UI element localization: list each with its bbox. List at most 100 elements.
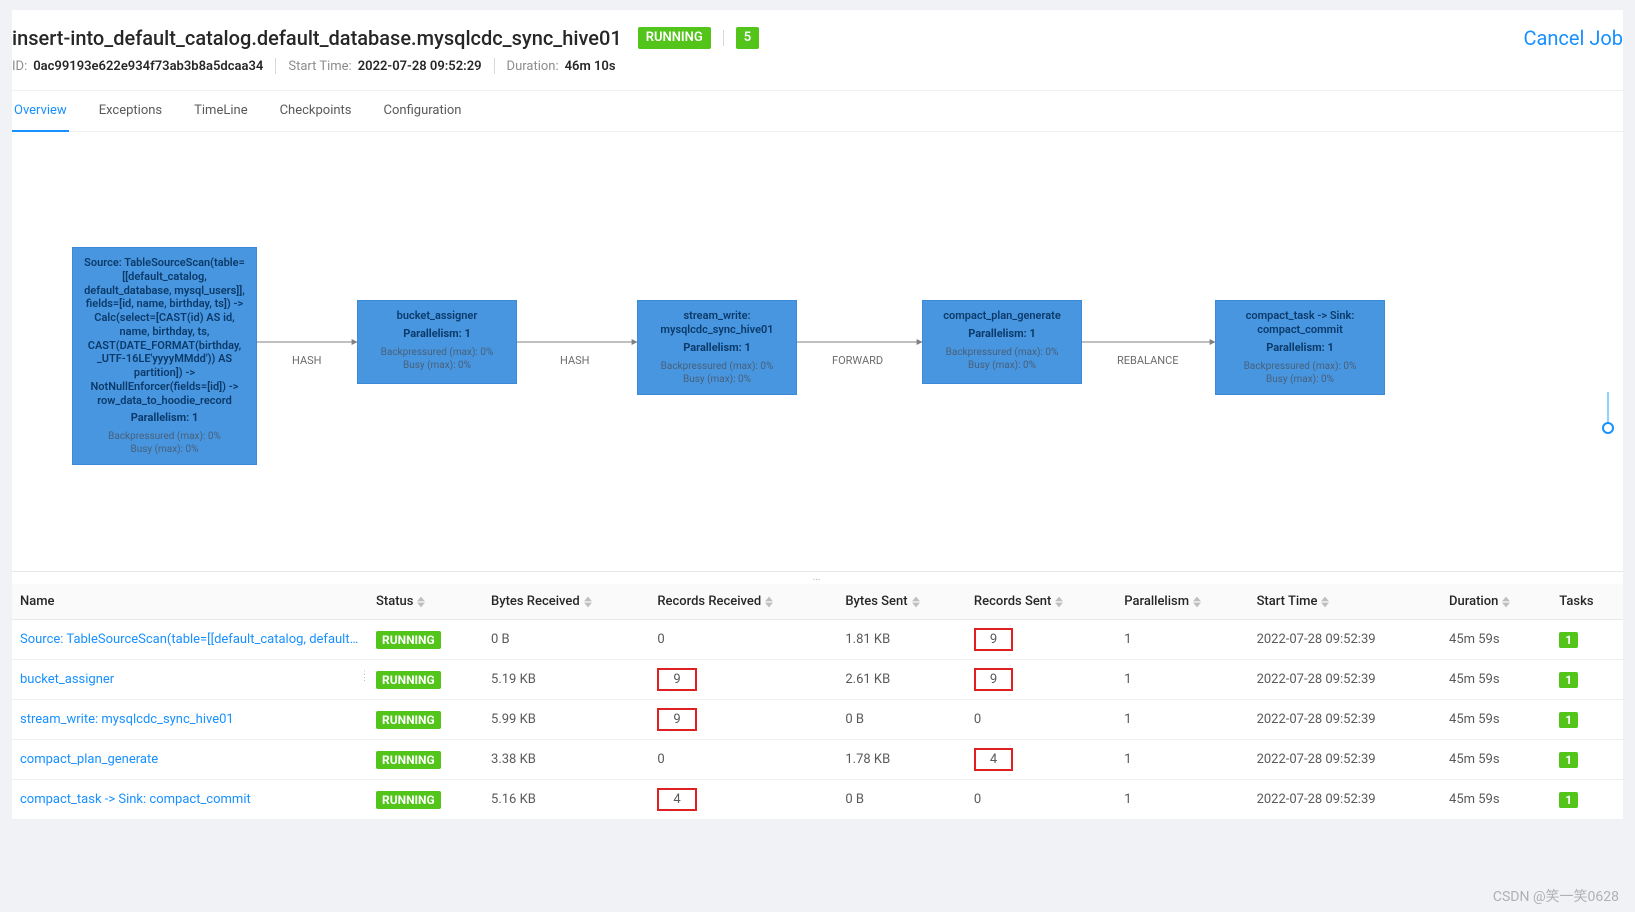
bytes-sent: 2.61 KB bbox=[837, 660, 966, 700]
table-row[interactable]: compact_plan_generateRUNNING3.38 KB01.78… bbox=[12, 740, 1623, 780]
duration-value: 46m 10s bbox=[565, 59, 616, 74]
zoom-slider[interactable] bbox=[1601, 392, 1615, 432]
records-sent: 9 bbox=[966, 620, 1116, 660]
tab-configuration[interactable]: Configuration bbox=[382, 91, 464, 131]
bytes-sent: 0 B bbox=[837, 700, 966, 740]
node-parallelism: Parallelism: 1 bbox=[1224, 341, 1376, 354]
sort-icon[interactable] bbox=[584, 596, 592, 608]
graph-node[interactable]: Source: TableSourceScan(table=[[default_… bbox=[72, 247, 257, 465]
records-sent: 0 bbox=[966, 700, 1116, 740]
start-time: 2022-07-28 09:52:39 bbox=[1249, 780, 1441, 820]
duration: 45m 59s bbox=[1441, 740, 1551, 780]
tab-timeline[interactable]: TimeLine bbox=[192, 91, 249, 131]
graph-node[interactable]: compact_plan_generateParallelism: 1Backp… bbox=[922, 300, 1082, 384]
id-label: ID: bbox=[12, 59, 27, 74]
col-status[interactable]: Status bbox=[368, 584, 483, 620]
col-parallelism[interactable]: Parallelism bbox=[1116, 584, 1248, 620]
node-parallelism: Parallelism: 1 bbox=[646, 341, 788, 354]
edge-label: REBALANCE bbox=[1117, 354, 1179, 367]
tasks-badge: 1 bbox=[1559, 792, 1578, 808]
tasks-badge: 1 bbox=[1559, 632, 1578, 648]
tasks-table: Name Status Bytes Received Records Recei… bbox=[12, 584, 1623, 820]
records-received: 4 bbox=[649, 780, 837, 820]
sort-icon[interactable] bbox=[1055, 596, 1063, 608]
bytes-sent: 1.81 KB bbox=[837, 620, 966, 660]
meta-row: ID: 0ac99193e622e934f73ab3b8a5dcaa34 Sta… bbox=[12, 58, 1623, 91]
records-received: 0 bbox=[649, 620, 837, 660]
task-name-link[interactable]: bucket_assigner bbox=[20, 672, 360, 687]
node-title: Source: TableSourceScan(table=[[default_… bbox=[81, 256, 248, 407]
col-bytes-sent[interactable]: Bytes Sent bbox=[837, 584, 966, 620]
bytes-received: 5.99 KB bbox=[483, 700, 649, 740]
node-title: stream_write: mysqlcdc_sync_hive01 bbox=[646, 309, 788, 337]
node-title: bucket_assigner bbox=[366, 309, 508, 323]
job-task-count: 5 bbox=[736, 27, 759, 49]
node-backpressure: Backpressured (max): 0% bbox=[366, 346, 508, 359]
node-busy: Busy (max): 0% bbox=[1224, 373, 1376, 386]
node-backpressure: Backpressured (max): 0% bbox=[931, 346, 1073, 359]
records-sent: 4 bbox=[966, 740, 1116, 780]
graph-node[interactable]: bucket_assignerParallelism: 1Backpressur… bbox=[357, 300, 517, 384]
graph-node[interactable]: compact_task -> Sink: compact_commitPara… bbox=[1215, 300, 1385, 395]
bytes-received: 5.16 KB bbox=[483, 780, 649, 820]
job-title: insert-into_default_catalog.default_data… bbox=[12, 26, 622, 50]
watermark: CSDN @笑一笑0628 bbox=[1493, 886, 1619, 906]
table-row[interactable]: bucket_assignerRUNNING5.19 KB92.61 KB912… bbox=[12, 660, 1623, 700]
col-start-time[interactable]: Start Time bbox=[1249, 584, 1441, 620]
records-sent-highlight: 9 bbox=[974, 628, 1013, 651]
task-name-link[interactable]: Source: TableSourceScan(table=[[default_… bbox=[20, 632, 360, 647]
records-sent: 0 bbox=[966, 780, 1116, 820]
col-bytes-received[interactable]: Bytes Received bbox=[483, 584, 649, 620]
job-graph[interactable]: Source: TableSourceScan(table=[[default_… bbox=[12, 132, 1623, 572]
table-row[interactable]: compact_task -> Sink: compact_commit RUNN… bbox=[12, 780, 1623, 820]
task-name-link[interactable]: stream_write: mysqlcdc_sync_hive01 bbox=[20, 712, 360, 727]
sort-icon[interactable] bbox=[417, 596, 425, 608]
records-received: 9 bbox=[649, 700, 837, 740]
task-name-link[interactable]: compact_task -> Sink: compact_commit bbox=[20, 792, 360, 807]
records-received-highlight: 9 bbox=[657, 708, 696, 731]
status-badge: RUNNING bbox=[376, 791, 441, 809]
table-row[interactable]: stream_write: mysqlcdc_sync_hive01RUNNIN… bbox=[12, 700, 1623, 740]
graph-node[interactable]: stream_write: mysqlcdc_sync_hive01 Parall… bbox=[637, 300, 797, 395]
task-name-link[interactable]: compact_plan_generate bbox=[20, 752, 360, 767]
col-name[interactable]: Name bbox=[12, 584, 368, 620]
tabs: Overview Exceptions TimeLine Checkpoints… bbox=[12, 91, 1623, 132]
tasks-badge: 1 bbox=[1559, 752, 1578, 768]
node-parallelism: Parallelism: 1 bbox=[81, 411, 248, 424]
records-sent-highlight: 4 bbox=[974, 748, 1013, 771]
node-backpressure: Backpressured (max): 0% bbox=[1224, 360, 1376, 373]
node-parallelism: Parallelism: 1 bbox=[931, 327, 1073, 340]
col-tasks[interactable]: Tasks bbox=[1551, 584, 1623, 620]
tab-overview[interactable]: Overview bbox=[12, 91, 69, 132]
start-time-label: Start Time: bbox=[288, 59, 351, 74]
sort-icon[interactable] bbox=[765, 596, 773, 608]
tasks-badge: 1 bbox=[1559, 672, 1578, 688]
col-records-received[interactable]: Records Received bbox=[649, 584, 837, 620]
id-value: 0ac99193e622e934f73ab3b8a5dcaa34 bbox=[33, 59, 263, 74]
records-received: 0 bbox=[649, 740, 837, 780]
resize-handle[interactable]: … bbox=[12, 572, 1623, 584]
sort-icon[interactable] bbox=[1193, 596, 1201, 608]
node-backpressure: Backpressured (max): 0% bbox=[81, 430, 248, 443]
table-row[interactable]: Source: TableSourceScan(table=[[default_… bbox=[12, 620, 1623, 660]
col-records-sent[interactable]: Records Sent bbox=[966, 584, 1116, 620]
parallelism: 1 bbox=[1116, 620, 1248, 660]
edge-label: FORWARD bbox=[832, 354, 883, 367]
col-duration[interactable]: Duration bbox=[1441, 584, 1551, 620]
tab-checkpoints[interactable]: Checkpoints bbox=[278, 91, 354, 131]
bytes-received: 3.38 KB bbox=[483, 740, 649, 780]
divider bbox=[723, 30, 724, 46]
records-sent: 9 bbox=[966, 660, 1116, 700]
column-drag-handle[interactable]: ⋮⋮ bbox=[360, 674, 366, 680]
sort-icon[interactable] bbox=[912, 596, 920, 608]
duration: 45m 59s bbox=[1441, 780, 1551, 820]
sort-icon[interactable] bbox=[1502, 596, 1510, 608]
node-busy: Busy (max): 0% bbox=[931, 359, 1073, 372]
sort-icon[interactable] bbox=[1321, 596, 1329, 608]
edge-label: HASH bbox=[560, 354, 590, 367]
cancel-job-button[interactable]: Cancel Job bbox=[1523, 26, 1623, 50]
records-received: 9 bbox=[649, 660, 837, 700]
job-status-badge: RUNNING bbox=[638, 27, 711, 49]
duration-label: Duration: bbox=[507, 59, 559, 74]
tab-exceptions[interactable]: Exceptions bbox=[97, 91, 164, 131]
